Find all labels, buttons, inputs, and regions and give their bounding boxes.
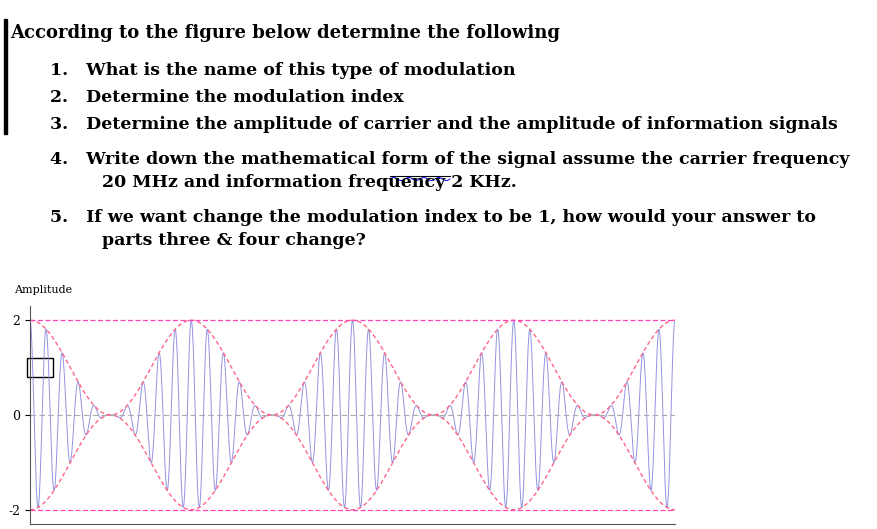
Text: 20 MHz and information frequency 2 KHz.: 20 MHz and information frequency 2 KHz. (72, 174, 517, 191)
Text: parts three & four change?: parts three & four change? (72, 232, 366, 249)
Text: Amplitude: Amplitude (14, 285, 72, 295)
Text: 5.   If we want change the modulation index to be 1, how would your answer to: 5. If we want change the modulation inde… (50, 209, 816, 226)
Text: 1.   What is the name of this type of modulation: 1. What is the name of this type of modu… (50, 62, 516, 79)
Text: 4.   Write down the mathematical form of the signal assume the carrier frequency: 4. Write down the mathematical form of t… (50, 151, 850, 168)
Bar (27, 358, 53, 377)
Bar (4, 19, 7, 134)
Text: According to the figure below determine the following: According to the figure below determine … (10, 24, 560, 42)
Text: 3.   Determine the amplitude of carrier and the amplitude of information signals: 3. Determine the amplitude of carrier an… (50, 116, 838, 133)
Text: 2.   Determine the modulation index: 2. Determine the modulation index (50, 89, 403, 106)
